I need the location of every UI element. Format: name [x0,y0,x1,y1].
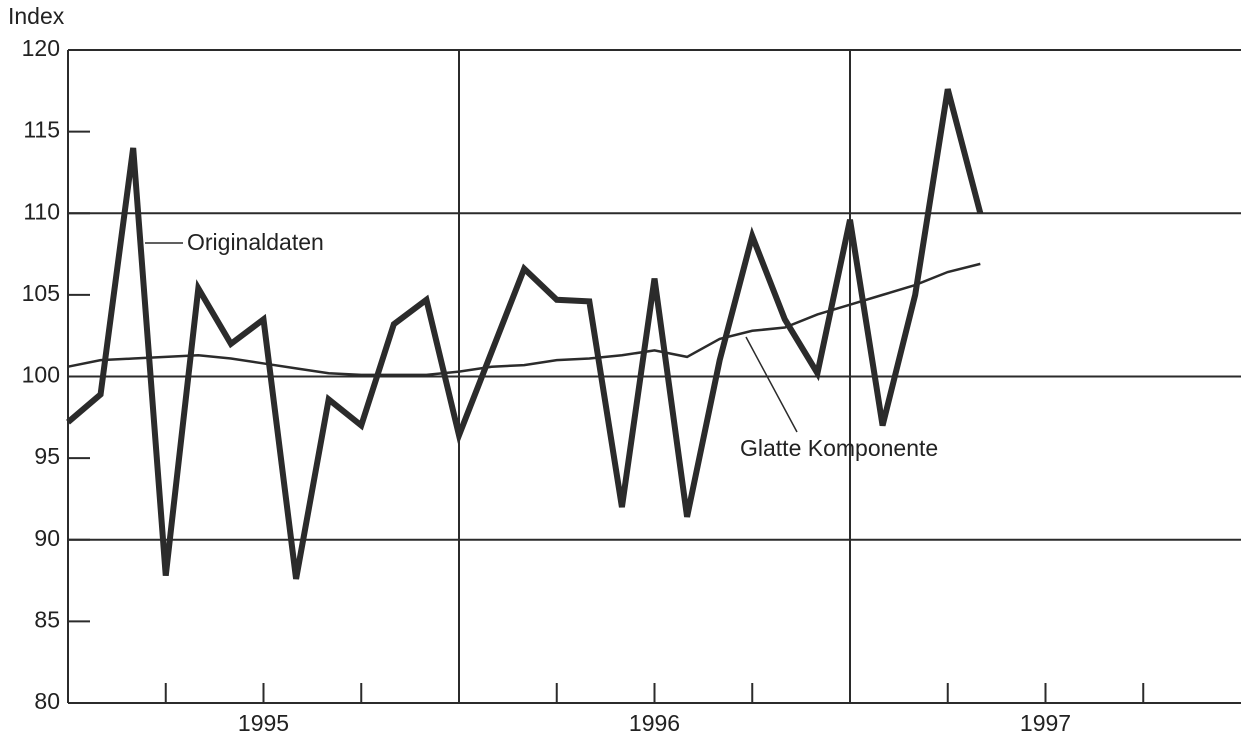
y-tick-label: 90 [34,525,60,551]
series-line [66,88,984,580]
x-tick-label: 1996 [629,710,680,736]
annotation: Originaldaten [187,229,324,255]
y-tick-label: 85 [34,606,60,632]
y-axis-label: Index [8,3,65,29]
y-tick-label: 95 [34,443,60,469]
y-tick-label: 110 [23,198,60,224]
x-tick-label: 1995 [238,710,289,736]
annotation-leader [745,336,798,433]
y-tick-label: 120 [22,35,60,61]
y-tick-label: 115 [23,117,60,143]
annotation: Glatte Komponente [740,435,938,461]
y-tick-label: 105 [22,280,60,306]
y-tick-label: 100 [22,362,60,388]
series-line [67,262,981,377]
y-tick-label: 80 [34,688,60,714]
x-tick-label: 1997 [1020,710,1071,736]
